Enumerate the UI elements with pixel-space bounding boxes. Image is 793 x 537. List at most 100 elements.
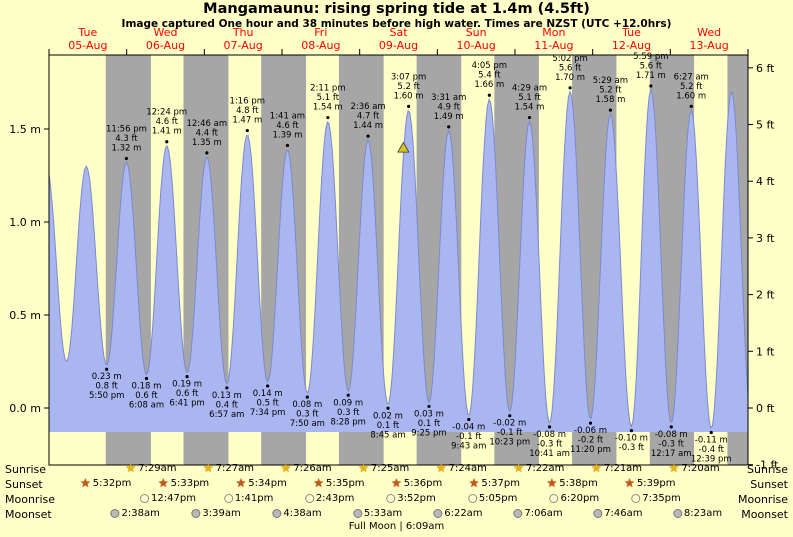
astro-time: 5:32pm — [92, 478, 132, 489]
astro-time: 4:38am — [283, 508, 322, 519]
moonrise-circle-icon — [304, 494, 314, 503]
sunset-event: ★ 5:38pm — [546, 476, 597, 490]
astro-time: 2:38am — [121, 508, 160, 519]
astro-time: 7:20am — [681, 463, 720, 474]
sunset-event: ★ 5:34pm — [236, 477, 287, 489]
high-tide-label: 4.3 ft — [115, 134, 138, 144]
high-tide-label: 1.66 m — [474, 80, 504, 90]
chart-title: Mangamaunu: rising spring tide at 1.4m (… — [203, 1, 590, 17]
moonrise-event: 5:05pm — [467, 493, 517, 504]
moonset-circle-icon — [593, 509, 603, 518]
tide-point-dot — [508, 414, 512, 418]
astro-time: 5:35pm — [326, 478, 365, 489]
astro-time: 3:39am — [202, 508, 241, 519]
moonrise-event: 6:20pm — [549, 493, 600, 504]
tide-point-dot — [124, 156, 129, 161]
y-axis-right-label: 3 ft — [756, 232, 775, 245]
sunrise-event: ★ 7:20am — [669, 462, 720, 474]
tide-point-dot — [366, 134, 370, 138]
tide-point-dot — [608, 108, 613, 112]
high-tide-label: 5:29 am — [593, 76, 628, 86]
row-label-sunrise-right: Sunrise — [746, 463, 788, 476]
tide-point-dot — [649, 84, 653, 88]
tide-point-dot — [144, 376, 149, 381]
sunrise-event: ★ 7:21am — [590, 461, 643, 475]
day-date-label: 12-Aug — [612, 39, 651, 52]
low-tide-label: 6:57 am — [209, 410, 244, 420]
sunrise-event: ★ 7:26am — [280, 461, 332, 475]
y-axis-right-label: 0 ft — [756, 402, 775, 415]
low-tide-label: -0.3 ft — [537, 439, 563, 449]
low-tide-label: 0.03 m — [414, 409, 444, 419]
high-tide-label: 1.70 m — [555, 73, 585, 83]
sunrise-star-icon: ★ — [280, 461, 292, 475]
low-tide-label: -0.3 ft — [619, 443, 645, 453]
astro-time: 7:46am — [604, 508, 643, 519]
moonrise-event: 2:43pm — [304, 493, 355, 504]
tide-point-dot — [568, 86, 572, 90]
day-name-label: Wed — [154, 26, 178, 39]
sunset-star-icon: ★ — [390, 476, 402, 490]
sunset-star-icon: ★ — [546, 476, 558, 490]
low-tide-label: 9:43 am — [451, 441, 486, 451]
low-tide-label: 0.3 ft — [296, 410, 319, 420]
day-name-label: Sat — [389, 26, 408, 39]
high-tide-label: 1.60 m — [676, 91, 706, 101]
y-axis-right-label: 6 ft — [756, 62, 775, 75]
astro-time: 7:29am — [138, 463, 177, 474]
moonset-event: 8:23am — [672, 508, 722, 519]
row-label-moonset-left: Moonset — [5, 508, 52, 521]
moonset-circle-icon — [272, 509, 282, 518]
low-tide-label: -0.2 ft — [578, 436, 604, 446]
row-label-sunset-left: Sunset — [5, 478, 43, 491]
astro-row-moonset: Moonset Moonset 2:38am 3:39am 4:38am 5:33am 6:… — [0, 507, 793, 522]
low-tide-label: 0.02 m — [373, 411, 403, 421]
moonset-circle-icon — [513, 509, 523, 518]
tide-point-dot — [588, 421, 593, 425]
current-tide-marker-icon — [397, 141, 410, 153]
high-tide-label: 4:29 am — [512, 84, 547, 94]
sunset-event: ★ 5:33pm — [158, 477, 209, 489]
high-tide-label: 5.6 ft — [559, 63, 582, 73]
day-date-label: 05-Aug — [68, 39, 107, 52]
low-tide-label: -0.06 m — [574, 426, 607, 436]
y-axis-right-label: 2 ft — [756, 289, 775, 302]
astro-time: 7:21am — [603, 463, 643, 474]
day-date-label: 10-Aug — [457, 39, 496, 52]
sunset-event: ★ 5:36pm — [390, 476, 442, 490]
high-tide-label: 1.47 m — [232, 116, 262, 126]
sunrise-event: ★ 7:29am — [125, 462, 177, 474]
y-axis-right-label: 4 ft — [756, 175, 775, 188]
chart-subtitle: Image captured One hour and 38 minutes b… — [121, 18, 672, 30]
tide-point-dot — [406, 104, 411, 108]
tide-point-dot — [487, 93, 491, 97]
low-tide-label: 5:50 pm — [89, 391, 124, 401]
low-tide-label: 0.13 m — [212, 391, 242, 401]
astro-time: 6:20pm — [560, 493, 600, 504]
tide-point-dot — [629, 429, 634, 433]
sunset-event: ★ 5:39pm — [624, 477, 675, 489]
moonrise-circle-icon — [386, 494, 396, 503]
low-tide-label: 12:17 am — [651, 449, 692, 459]
high-tide-label: 1.39 m — [272, 130, 302, 140]
day-name-label: Mon — [542, 26, 565, 39]
low-tide-label: 0.4 ft — [216, 400, 239, 410]
moonrise-event: 1:41pm — [223, 493, 273, 504]
high-tide-label: 1.49 m — [434, 112, 464, 122]
sunrise-star-icon: ★ — [590, 461, 602, 475]
high-tide-label: 3:07 pm — [391, 72, 426, 82]
day-name-label: Fri — [314, 26, 327, 39]
astro-time: 7:24am — [448, 463, 487, 474]
high-tide-label: 6:27 am — [674, 72, 709, 82]
high-tide-label: 4.7 ft — [357, 112, 380, 122]
astro-time: 2:43pm — [315, 493, 355, 504]
high-tide-label: 2:36 am — [350, 102, 385, 112]
tide-curve-line — [48, 88, 749, 430]
sunrise-event: ★ 7:22am — [513, 462, 565, 474]
high-tide-label: 5.1 ft — [317, 93, 340, 103]
astro-time: 7:22am — [526, 463, 565, 474]
tide-point-dot — [527, 115, 532, 120]
low-tide-label: -0.02 m — [493, 419, 526, 429]
y-axis-right-label: -1 ft — [756, 459, 779, 472]
low-tide-label: 12:39 pm — [691, 454, 732, 464]
